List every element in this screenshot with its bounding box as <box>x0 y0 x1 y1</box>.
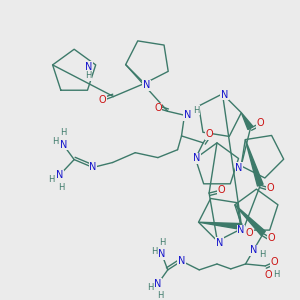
Text: O: O <box>270 257 278 267</box>
Text: H: H <box>85 71 92 80</box>
Text: H: H <box>159 238 165 247</box>
Text: O: O <box>99 95 106 106</box>
Text: H: H <box>151 247 157 256</box>
Text: N: N <box>237 225 245 235</box>
Polygon shape <box>199 222 242 230</box>
Text: O: O <box>217 185 225 195</box>
Text: H: H <box>193 106 200 115</box>
Text: O: O <box>266 183 274 193</box>
Text: N: N <box>89 163 97 172</box>
Text: O: O <box>154 103 162 113</box>
Text: N: N <box>158 249 166 259</box>
Text: H: H <box>147 283 153 292</box>
Text: N: N <box>236 163 243 173</box>
Text: N: N <box>250 245 257 255</box>
Text: N: N <box>60 140 67 150</box>
Text: O: O <box>246 228 253 239</box>
Text: N: N <box>216 238 223 248</box>
Text: N: N <box>193 154 200 164</box>
Polygon shape <box>245 140 263 186</box>
Text: N: N <box>85 62 92 72</box>
Polygon shape <box>235 205 266 236</box>
Text: H: H <box>60 128 67 137</box>
Text: O: O <box>205 129 213 139</box>
Text: N: N <box>221 90 228 100</box>
Text: H: H <box>157 291 163 300</box>
Text: O: O <box>264 270 272 280</box>
Text: N: N <box>154 279 162 289</box>
Text: N: N <box>178 256 185 266</box>
Text: N: N <box>143 80 150 90</box>
Text: H: H <box>52 137 58 146</box>
Text: N: N <box>184 110 191 120</box>
Text: N: N <box>56 170 63 180</box>
Text: H: H <box>273 270 279 279</box>
Text: O: O <box>267 233 275 243</box>
Polygon shape <box>241 113 253 130</box>
Text: O: O <box>256 118 264 128</box>
Text: H: H <box>48 175 55 184</box>
Text: H: H <box>58 183 64 192</box>
Text: H: H <box>259 250 266 259</box>
